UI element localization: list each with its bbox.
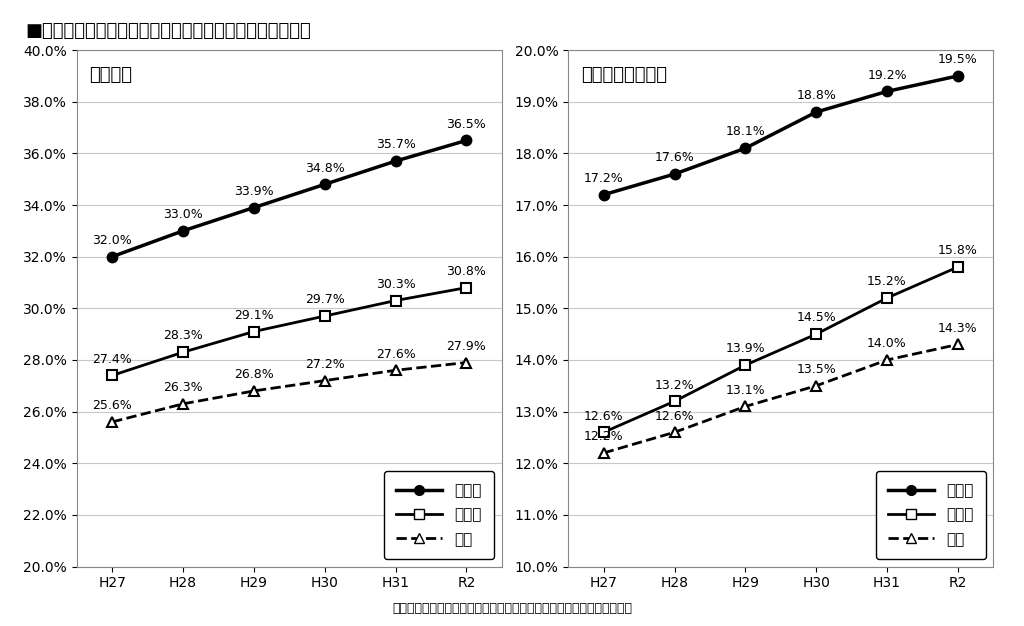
Text: 12.6%: 12.6% xyxy=(584,409,624,423)
Text: 19.2%: 19.2% xyxy=(867,69,907,81)
Text: 19.5%: 19.5% xyxy=(938,53,978,66)
Text: 13.9%: 13.9% xyxy=(726,342,765,356)
Text: 33.0%: 33.0% xyxy=(163,208,203,221)
Text: 33.9%: 33.9% xyxy=(234,185,273,198)
Text: ■高齢化率、後期高齢者の割合の推移（国・県との比較）: ■高齢化率、後期高齢者の割合の推移（国・県との比較） xyxy=(26,22,311,40)
Text: 12.6%: 12.6% xyxy=(654,409,694,423)
Text: 高齢化率: 高齢化率 xyxy=(89,66,132,84)
Text: 27.9%: 27.9% xyxy=(446,340,486,353)
Text: 17.6%: 17.6% xyxy=(654,151,694,164)
Text: 30.3%: 30.3% xyxy=(376,278,416,291)
Text: 17.2%: 17.2% xyxy=(584,172,624,185)
Text: 36.5%: 36.5% xyxy=(446,118,486,131)
Text: 13.2%: 13.2% xyxy=(654,379,694,391)
Text: 18.8%: 18.8% xyxy=(797,90,837,102)
Text: 26.8%: 26.8% xyxy=(234,368,273,381)
Text: 15.8%: 15.8% xyxy=(938,244,978,257)
Text: 27.6%: 27.6% xyxy=(376,347,416,361)
Text: 34.8%: 34.8% xyxy=(305,162,344,175)
Text: 13.5%: 13.5% xyxy=(797,363,836,376)
Text: 13.1%: 13.1% xyxy=(726,384,765,397)
Legend: 五條市, 奈良県, 全国: 五條市, 奈良県, 全国 xyxy=(876,471,986,559)
Text: 15.2%: 15.2% xyxy=(867,275,907,288)
Text: 25.6%: 25.6% xyxy=(92,399,132,412)
Text: 26.3%: 26.3% xyxy=(163,381,203,394)
Text: 12.2%: 12.2% xyxy=(584,430,624,443)
Text: 30.8%: 30.8% xyxy=(446,265,486,278)
Text: 14.5%: 14.5% xyxy=(797,311,836,324)
Text: 32.0%: 32.0% xyxy=(92,234,132,247)
Text: 35.7%: 35.7% xyxy=(376,138,416,151)
Text: 27.4%: 27.4% xyxy=(92,352,132,366)
Text: 27.2%: 27.2% xyxy=(305,358,344,371)
Text: 資料：総務省統計局　住民基本台帳に基づく人口（各年１月１日現在）: 資料：総務省統計局 住民基本台帳に基づく人口（各年１月１日現在） xyxy=(392,602,632,615)
Text: 14.0%: 14.0% xyxy=(867,337,907,350)
Text: 18.1%: 18.1% xyxy=(726,125,765,138)
Text: 28.3%: 28.3% xyxy=(163,329,203,342)
Legend: 五條市, 奈良県, 全国: 五條市, 奈良県, 全国 xyxy=(384,471,495,559)
Text: 29.7%: 29.7% xyxy=(305,294,344,306)
Text: 29.1%: 29.1% xyxy=(234,309,273,322)
Text: 14.3%: 14.3% xyxy=(938,322,978,335)
Text: 後期高齢者の割合: 後期高齢者の割合 xyxy=(581,66,667,84)
